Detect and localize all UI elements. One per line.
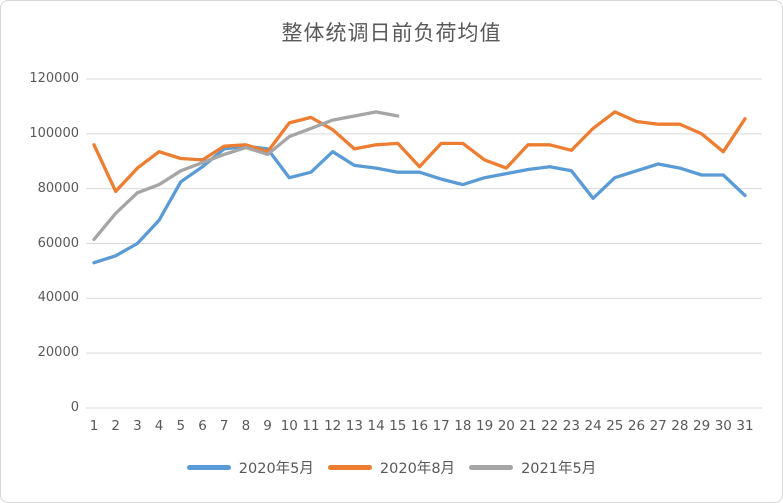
series-line-2020年8月 bbox=[92, 110, 747, 194]
legend-swatch bbox=[469, 465, 514, 470]
x-axis-tick: 27 bbox=[649, 418, 667, 434]
series-line-2021年5月 bbox=[92, 110, 400, 242]
chart-title: 整体统调日前负荷均值 bbox=[281, 21, 502, 45]
legend-item: 2021年5月 bbox=[469, 457, 596, 478]
x-axis-tick: 23 bbox=[562, 418, 580, 434]
y-axis-tick: 120000 bbox=[29, 71, 79, 86]
y-axis-tick: 20000 bbox=[37, 345, 79, 361]
x-axis-tick: 5 bbox=[176, 418, 186, 434]
x-axis-tick: 22 bbox=[541, 418, 559, 434]
x-axis-tick: 25 bbox=[606, 418, 624, 434]
x-axis-tick: 19 bbox=[476, 418, 494, 434]
x-axis-tick: 21 bbox=[519, 418, 537, 434]
x-axis-tick: 17 bbox=[432, 418, 450, 434]
legend-item: 2020年8月 bbox=[327, 457, 456, 478]
x-axis-tick: 31 bbox=[736, 418, 754, 434]
legend-label: 2020年8月 bbox=[379, 461, 456, 477]
x-axis-tick: 20 bbox=[497, 418, 515, 434]
legend: 2020年5月 2020年8月 2021年5月 bbox=[1, 457, 782, 478]
x-axis-tick: 26 bbox=[627, 418, 646, 434]
x-axis-tick: 14 bbox=[367, 418, 385, 434]
legend-swatch bbox=[327, 465, 372, 470]
y-axis-tick: 0 bbox=[70, 400, 79, 415]
x-axis-tick: 3 bbox=[133, 418, 142, 434]
x-axis-tick: 13 bbox=[345, 418, 363, 434]
legend-label: 2020年5月 bbox=[238, 461, 314, 477]
legend-label: 2021年5月 bbox=[521, 461, 597, 477]
x-axis-tick: 6 bbox=[198, 418, 207, 434]
y-axis-tick: 40000 bbox=[37, 290, 79, 306]
x-axis-tick: 29 bbox=[693, 418, 711, 434]
x-axis-tick: 16 bbox=[410, 418, 429, 434]
x-axis-tick: 28 bbox=[671, 418, 689, 434]
x-axis-tick: 8 bbox=[241, 418, 251, 434]
series-line-2020年5月 bbox=[92, 144, 747, 265]
x-axis-tick: 12 bbox=[324, 418, 342, 434]
x-axis-tick: 11 bbox=[302, 418, 320, 434]
x-axis-tick: 1 bbox=[89, 418, 99, 434]
x-axis-tick: 18 bbox=[454, 418, 472, 434]
legend-swatch bbox=[186, 465, 231, 470]
x-axis-tick: 2 bbox=[111, 418, 120, 434]
x-axis-tick: 7 bbox=[219, 418, 229, 434]
x-axis-tick: 15 bbox=[389, 418, 407, 434]
y-axis-tick: 80000 bbox=[37, 180, 79, 196]
legend-item: 2020年5月 bbox=[186, 457, 314, 478]
y-axis-tick: 100000 bbox=[29, 125, 79, 141]
x-axis-tick: 10 bbox=[280, 418, 298, 434]
x-axis-tick: 9 bbox=[263, 418, 272, 434]
x-axis-tick: 24 bbox=[584, 418, 602, 434]
y-axis-tick: 60000 bbox=[37, 235, 79, 251]
x-axis-tick: 30 bbox=[714, 418, 732, 434]
x-axis-tick: 4 bbox=[154, 418, 164, 434]
